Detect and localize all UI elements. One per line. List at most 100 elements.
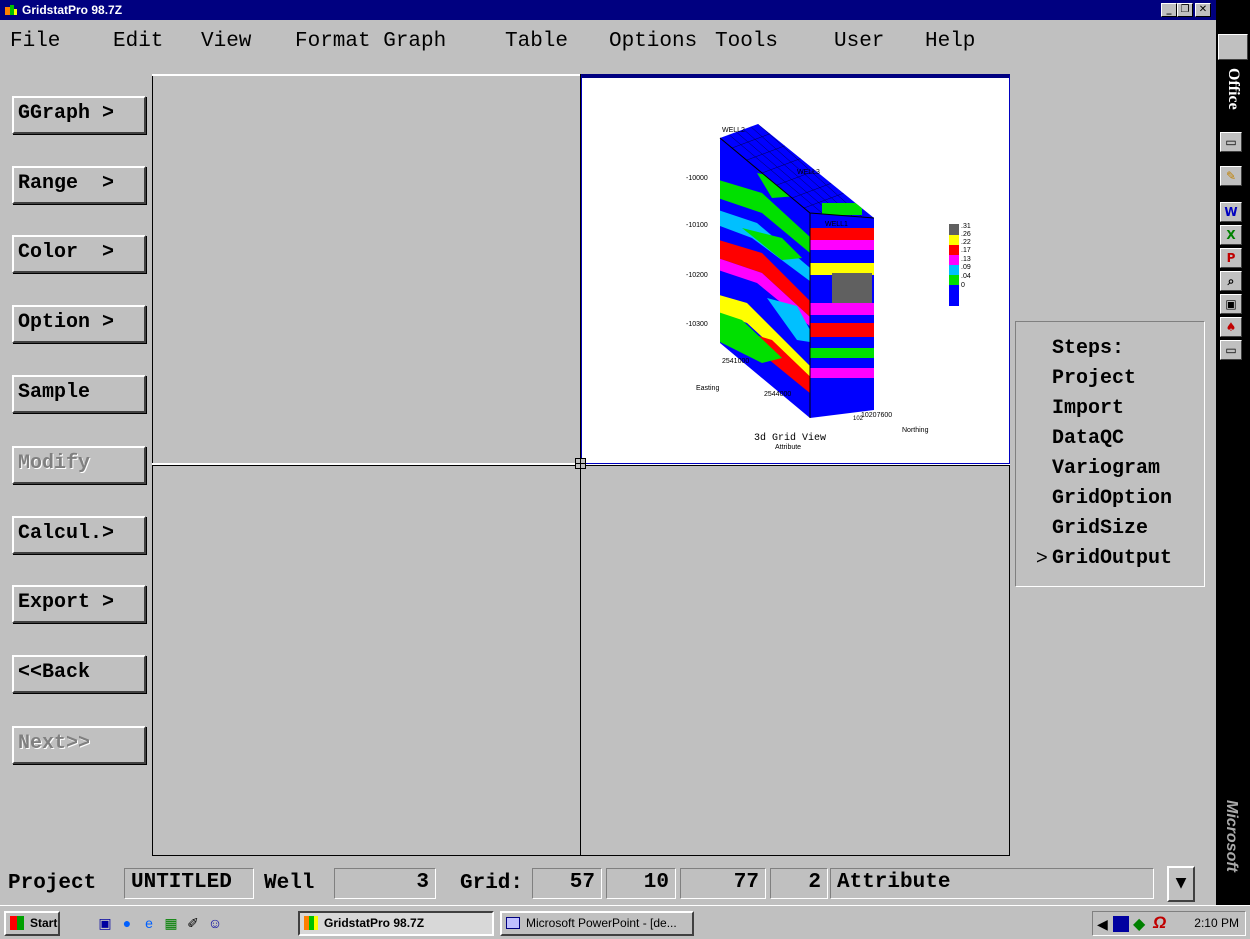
desktop-icon[interactable]: ▣ [98,915,112,931]
z-tick: -10000 [686,175,708,182]
option-button[interactable]: Option > [12,305,146,343]
status-bar: Project UNTITLED Well 3 Grid: 57 10 77 2… [0,866,1216,902]
menu-user[interactable]: User [834,30,885,53]
legend-label: .22 [961,239,971,246]
easting-tick: 2544000 [764,391,791,398]
browser-icon[interactable]: ● [122,915,132,931]
well-label: WELL3 [797,169,820,176]
attribute-dropdown-button[interactable]: ▼ [1167,866,1195,902]
taskbar: Start ▣ ● e ▦ ✐ ☺ GridstatPro 98.7Z Micr… [0,905,1250,939]
step-gridsize[interactable]: GridSize [1052,517,1149,540]
grid-3d-chart: WELL2 WELL3 WELL1 -10000 -10100 -10200 -… [686,124,971,451]
step-gridoption[interactable]: GridOption [1052,487,1173,510]
legend-label: 0 [961,282,965,289]
binder-icon[interactable]: ▣ [1220,294,1242,314]
note-icon[interactable]: ✎ [1220,166,1242,186]
easting-axis-label: Easting [696,385,719,392]
legend-label: .31 [961,223,971,230]
export-button[interactable]: Export > [12,585,146,623]
new-document-icon[interactable]: ▭ [1220,132,1242,152]
calcul-button[interactable]: Calcul.> [12,516,146,554]
legend-label: .17 [961,247,971,254]
title-bar: GridstatPro 98.7Z _ ❐ ✕ [0,0,1216,20]
word-icon[interactable]: W [1220,202,1242,222]
minimize-button[interactable]: _ [1161,3,1177,17]
powerpoint-icon[interactable]: P [1220,248,1242,268]
menu-help[interactable]: Help [925,30,976,53]
legend-swatch [949,224,959,235]
step-dataqc[interactable]: DataQC [1052,427,1125,450]
start-label: Start [30,916,58,930]
sample-button[interactable]: Sample [12,375,146,413]
legend-label: .04 [961,273,971,280]
ggraph-button[interactable]: GGraph > [12,96,146,134]
pane-resize-handle[interactable] [575,458,586,469]
start-button[interactable]: Start [4,911,60,936]
legend-label: .13 [961,256,971,263]
current-step-marker: > [1036,547,1048,569]
tray-alert-icon[interactable]: Ω [1153,913,1167,932]
northing-axis-label: Northing [902,427,929,434]
next-button[interactable]: Next>> [12,726,146,764]
menu-table[interactable]: Table [505,30,569,53]
modify-button[interactable]: Modify [12,446,146,484]
games-icon[interactable]: ♠ [1220,317,1242,337]
pane-top-highlight [152,74,580,76]
taskbar-item-gridstatpro[interactable]: GridstatPro 98.7Z [298,911,494,936]
color-legend: .31 .26 .22 .17 .13 .09 .04 0 [949,223,971,306]
channel-icon[interactable]: ☺ [207,915,223,931]
menu-tools[interactable]: Tools [715,30,779,53]
menu-edit[interactable]: Edit [113,30,164,53]
well-label: WELL2 [722,127,745,134]
step-import[interactable]: Import [1052,397,1125,420]
layer-value: 2 [770,868,828,899]
northing-tick: 10207600 [861,412,892,419]
tray-network-icon[interactable]: ◆ [1133,916,1146,933]
excel-icon[interactable]: X [1220,225,1242,245]
menu-options[interactable]: Options [609,30,698,53]
step-variogram[interactable]: Variogram [1052,457,1161,480]
legend-swatch [949,265,959,275]
z-tick: -10100 [686,222,708,229]
legend-swatch [949,245,959,255]
menu-format-graph[interactable]: Format Graph [295,30,447,53]
menu-file[interactable]: File [10,30,61,53]
find-icon[interactable]: ⌕ [1220,271,1242,291]
powerpoint-task-icon [506,917,520,929]
volume-icon[interactable]: ◀ [1097,916,1108,932]
gridstat-icon [304,916,318,930]
well-label: Well [264,872,315,895]
close-button[interactable]: ✕ [1195,3,1211,17]
restore-button[interactable]: ❐ [1177,3,1193,17]
back-button[interactable]: <<Back [12,655,146,693]
notepad-icon[interactable]: ▭ [1220,340,1242,360]
grid-y-value: 10 [606,868,676,899]
taskbar-item-label: Microsoft PowerPoint - [de... [526,916,677,930]
northing-tick-partial: 102 [853,416,864,422]
taskbar-item-powerpoint[interactable]: Microsoft PowerPoint - [de... [500,911,694,936]
system-tray: ◀ ◆ Ω 2:10 PM [1092,911,1246,936]
range-button[interactable]: Range > [12,166,146,204]
office-label: Office [1225,68,1242,110]
graph-pane-3d-grid[interactable]: WELL2 WELL3 WELL1 -10000 -10100 -10200 -… [581,74,1010,464]
office-menu-button[interactable] [1218,34,1248,60]
edit-icon[interactable]: ✐ [187,915,199,931]
step-project[interactable]: Project [1052,367,1137,390]
color-button[interactable]: Color > [12,235,146,273]
internet-explorer-icon[interactable]: e [145,915,153,931]
legend-swatch [949,255,959,265]
step-gridoutput[interactable]: GridOutput [1052,547,1173,570]
steps-header: Steps: [1052,337,1125,360]
attribute-field[interactable]: Attribute [830,868,1154,899]
tray-app-icon[interactable] [1113,916,1129,932]
office-shortcut-bar: Office ▭ ✎ W X P ⌕ ▣ ♠ ▭ Microsoft [1216,0,1250,905]
z-tick: -10200 [686,272,708,279]
grid-x-value: 57 [532,868,602,899]
well-label: WELL1 [825,221,848,228]
legend-label: .26 [961,231,971,238]
network-icon[interactable]: ▦ [164,915,178,931]
grid-label: Grid: [460,872,524,895]
menu-view[interactable]: View [201,30,252,53]
project-value: UNTITLED [124,868,254,899]
graph-subtitle: Attribute [775,444,801,451]
